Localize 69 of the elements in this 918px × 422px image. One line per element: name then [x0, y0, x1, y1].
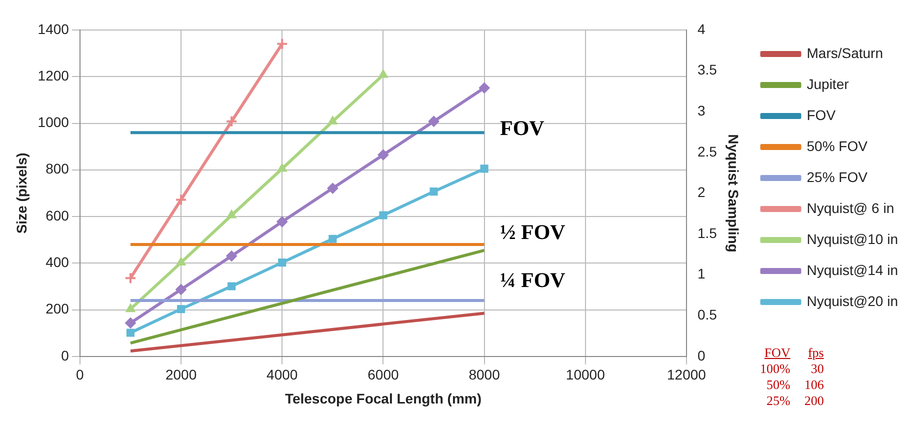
point [379, 211, 388, 220]
point [226, 115, 238, 128]
legend-label: 50% FOV [806, 138, 868, 154]
y-tick-label: 1000 [38, 114, 70, 130]
y-tick-label: 1400 [38, 20, 70, 37]
point [478, 82, 490, 94]
point [480, 164, 488, 173]
x-tick-label: 6000 [368, 366, 399, 383]
y2-axis-title: Nyquist Sampling [725, 134, 742, 252]
point [126, 304, 136, 312]
y2-tick-label: 4 [697, 20, 706, 37]
point [226, 210, 236, 218]
y-tick-label: 200 [46, 300, 70, 317]
y2-tick-label: 0 [697, 347, 706, 364]
point [378, 149, 389, 160]
point [228, 282, 236, 290]
annotation: ½ FOV [500, 220, 566, 245]
legend-label: FOV [806, 106, 836, 123]
y-tick-label: 1200 [38, 67, 70, 84]
point [175, 194, 188, 206]
y2-tick-label: 1 [697, 266, 706, 282]
y-axis-title: Size (pixels) [13, 152, 30, 234]
point [328, 234, 337, 243]
legend-label: Jupiter [806, 76, 850, 92]
x-tick-label: 8000 [468, 366, 500, 383]
point [126, 328, 135, 337]
x-axis-title: Telescope Focal Length (mm) [284, 390, 482, 406]
legend-label: Nyquist@20 in [806, 292, 898, 309]
point [328, 116, 338, 124]
x-tick-label: 2000 [165, 366, 197, 383]
point [378, 69, 388, 78]
y2-tick-label: 2 [697, 184, 706, 200]
point [176, 284, 187, 295]
point [278, 258, 286, 267]
point [430, 188, 438, 196]
text: 100% 30 [760, 361, 824, 376]
point [176, 257, 186, 266]
legend-label: Nyquist@14 in [806, 262, 898, 278]
annotation: ¼ FOV [500, 268, 566, 293]
point [327, 182, 338, 194]
legend-label: 25% FOV [806, 168, 868, 185]
x-tick-label: 4000 [266, 366, 298, 383]
point [226, 250, 238, 262]
legend-label: Mars/Saturn [806, 44, 883, 61]
point [276, 38, 288, 50]
point [124, 272, 136, 284]
text: FOV fps [764, 345, 824, 360]
x-tick-label: 0 [76, 366, 84, 383]
y2-tick-label: 3.5 [697, 62, 718, 78]
y2-tick-label: 3 [697, 102, 706, 118]
point [428, 116, 440, 127]
y2-tick-label: 2.5 [697, 143, 718, 160]
point [277, 163, 287, 172]
point [177, 305, 186, 314]
point [124, 317, 136, 328]
y-tick-label: 800 [46, 160, 70, 177]
y-tick-label: 0 [61, 347, 70, 364]
y-tick-label: 400 [46, 254, 70, 270]
x-tick-label: 10000 [566, 366, 606, 383]
legend-label: Nyquist@10 in [806, 230, 898, 247]
point [276, 216, 288, 228]
x-tick-label: 12000 [667, 366, 706, 383]
annotation: FOV [500, 116, 544, 141]
text: 50% 106 [766, 377, 824, 393]
y-tick-label: 600 [46, 207, 70, 224]
text: 25% 200 [766, 393, 824, 409]
legend-label: Nyquist@ 6 in [806, 200, 894, 216]
y2-tick-label: 1.5 [697, 224, 718, 241]
y2-tick-label: 0.5 [697, 306, 718, 322]
